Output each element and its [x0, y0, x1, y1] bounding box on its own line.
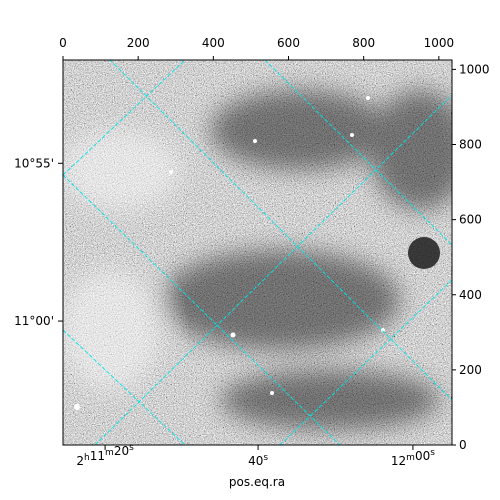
right-tick-label: 800 — [459, 138, 482, 152]
image — [63, 60, 452, 445]
right-tick-label: 200 — [459, 363, 482, 377]
right-tick-label: 1000 — [459, 62, 490, 76]
top-tick-label: 600 — [277, 36, 300, 50]
top-tick-label: 200 — [127, 36, 150, 50]
right-tick-label: 400 — [459, 288, 482, 302]
top-tick-label: 1000 — [424, 36, 455, 50]
dec-tick-label: 11°00' — [14, 314, 54, 328]
ra-tick-label: 2h11m20s — [76, 443, 134, 468]
top-tick-label: 400 — [202, 36, 225, 50]
dec-tick-label: 10°55' — [14, 156, 54, 170]
x-axis-label: pos.eq.ra — [229, 475, 285, 489]
ra-tick-label: 40s — [248, 453, 268, 468]
right-tick-label: 600 — [459, 213, 482, 227]
ra-tick-label: 12m00s — [391, 448, 435, 468]
top-tick-label: 0 — [59, 36, 67, 50]
plot-frame — [62, 59, 453, 446]
top-tick-label: 800 — [352, 36, 375, 50]
right-tick-label: 0 — [459, 438, 467, 452]
